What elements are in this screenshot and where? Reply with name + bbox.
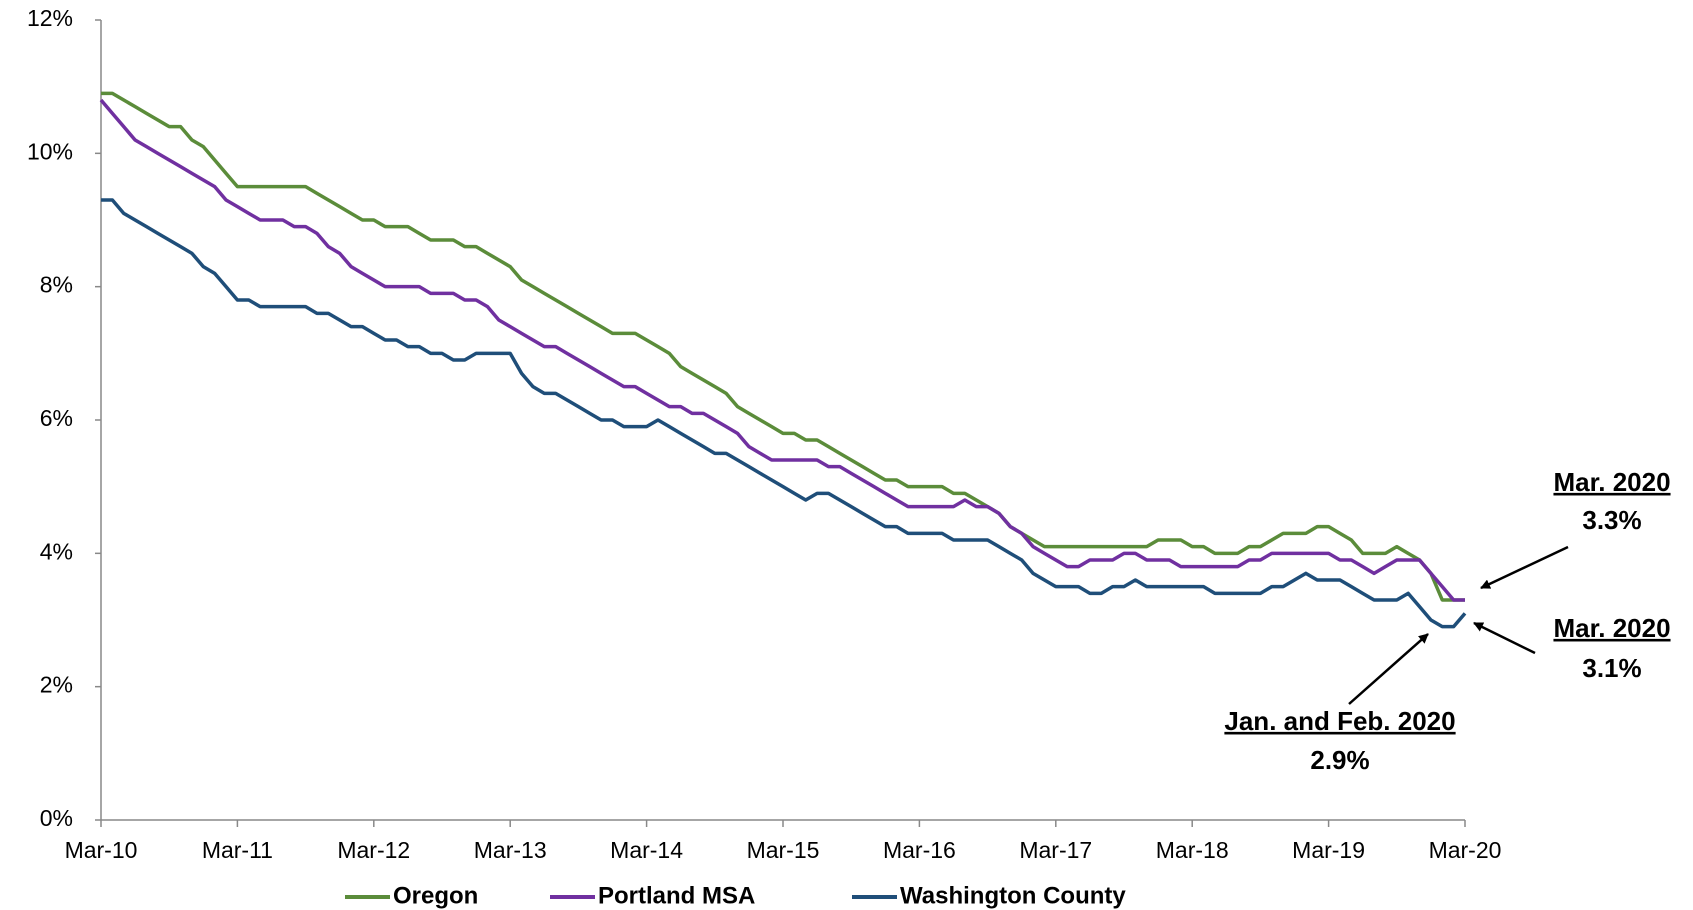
- legend-label: Portland MSA: [598, 882, 755, 909]
- arrow: [1473, 621, 1536, 655]
- x-tick-label: Mar-17: [1019, 837, 1092, 863]
- x-tick-label: Mar-19: [1292, 837, 1365, 863]
- series-line: [101, 91, 1465, 602]
- x-tick-label: Mar-12: [337, 837, 410, 863]
- annotation-title: Jan. and Feb. 2020: [1224, 706, 1455, 736]
- y-tick-label: 6%: [40, 405, 73, 431]
- x-tick-label: Mar-20: [1429, 837, 1502, 863]
- x-tick-label: Mar-18: [1156, 837, 1229, 863]
- arrow: [1348, 633, 1429, 705]
- series-line: [101, 198, 1467, 629]
- x-tick-label: Mar-14: [610, 837, 683, 863]
- y-tick-label: 2%: [40, 672, 73, 698]
- legend-label: Oregon: [393, 882, 478, 909]
- x-tick-label: Mar-11: [202, 837, 273, 863]
- legend-label: Washington County: [900, 882, 1126, 909]
- annotation-text: 3.1%: [1582, 653, 1641, 683]
- x-tick-label: Mar-13: [474, 837, 547, 863]
- arrow: [1480, 545, 1569, 590]
- series-line: [99, 98, 1465, 602]
- x-tick-label: Mar-15: [747, 837, 820, 863]
- annotation-title: Mar. 2020: [1553, 467, 1670, 497]
- y-tick-label: 8%: [40, 272, 73, 298]
- annotation-title: Mar. 2020: [1553, 613, 1670, 643]
- annotation-text: 3.3%: [1582, 505, 1641, 535]
- x-tick-label: Mar-16: [883, 837, 956, 863]
- y-tick-label: 12%: [27, 5, 73, 31]
- y-tick-label: 10%: [27, 138, 73, 164]
- x-tick-label: Mar-10: [65, 837, 138, 863]
- y-tick-label: 0%: [40, 805, 73, 831]
- annotation-text: 2.9%: [1310, 745, 1369, 775]
- y-tick-label: 4%: [40, 538, 73, 564]
